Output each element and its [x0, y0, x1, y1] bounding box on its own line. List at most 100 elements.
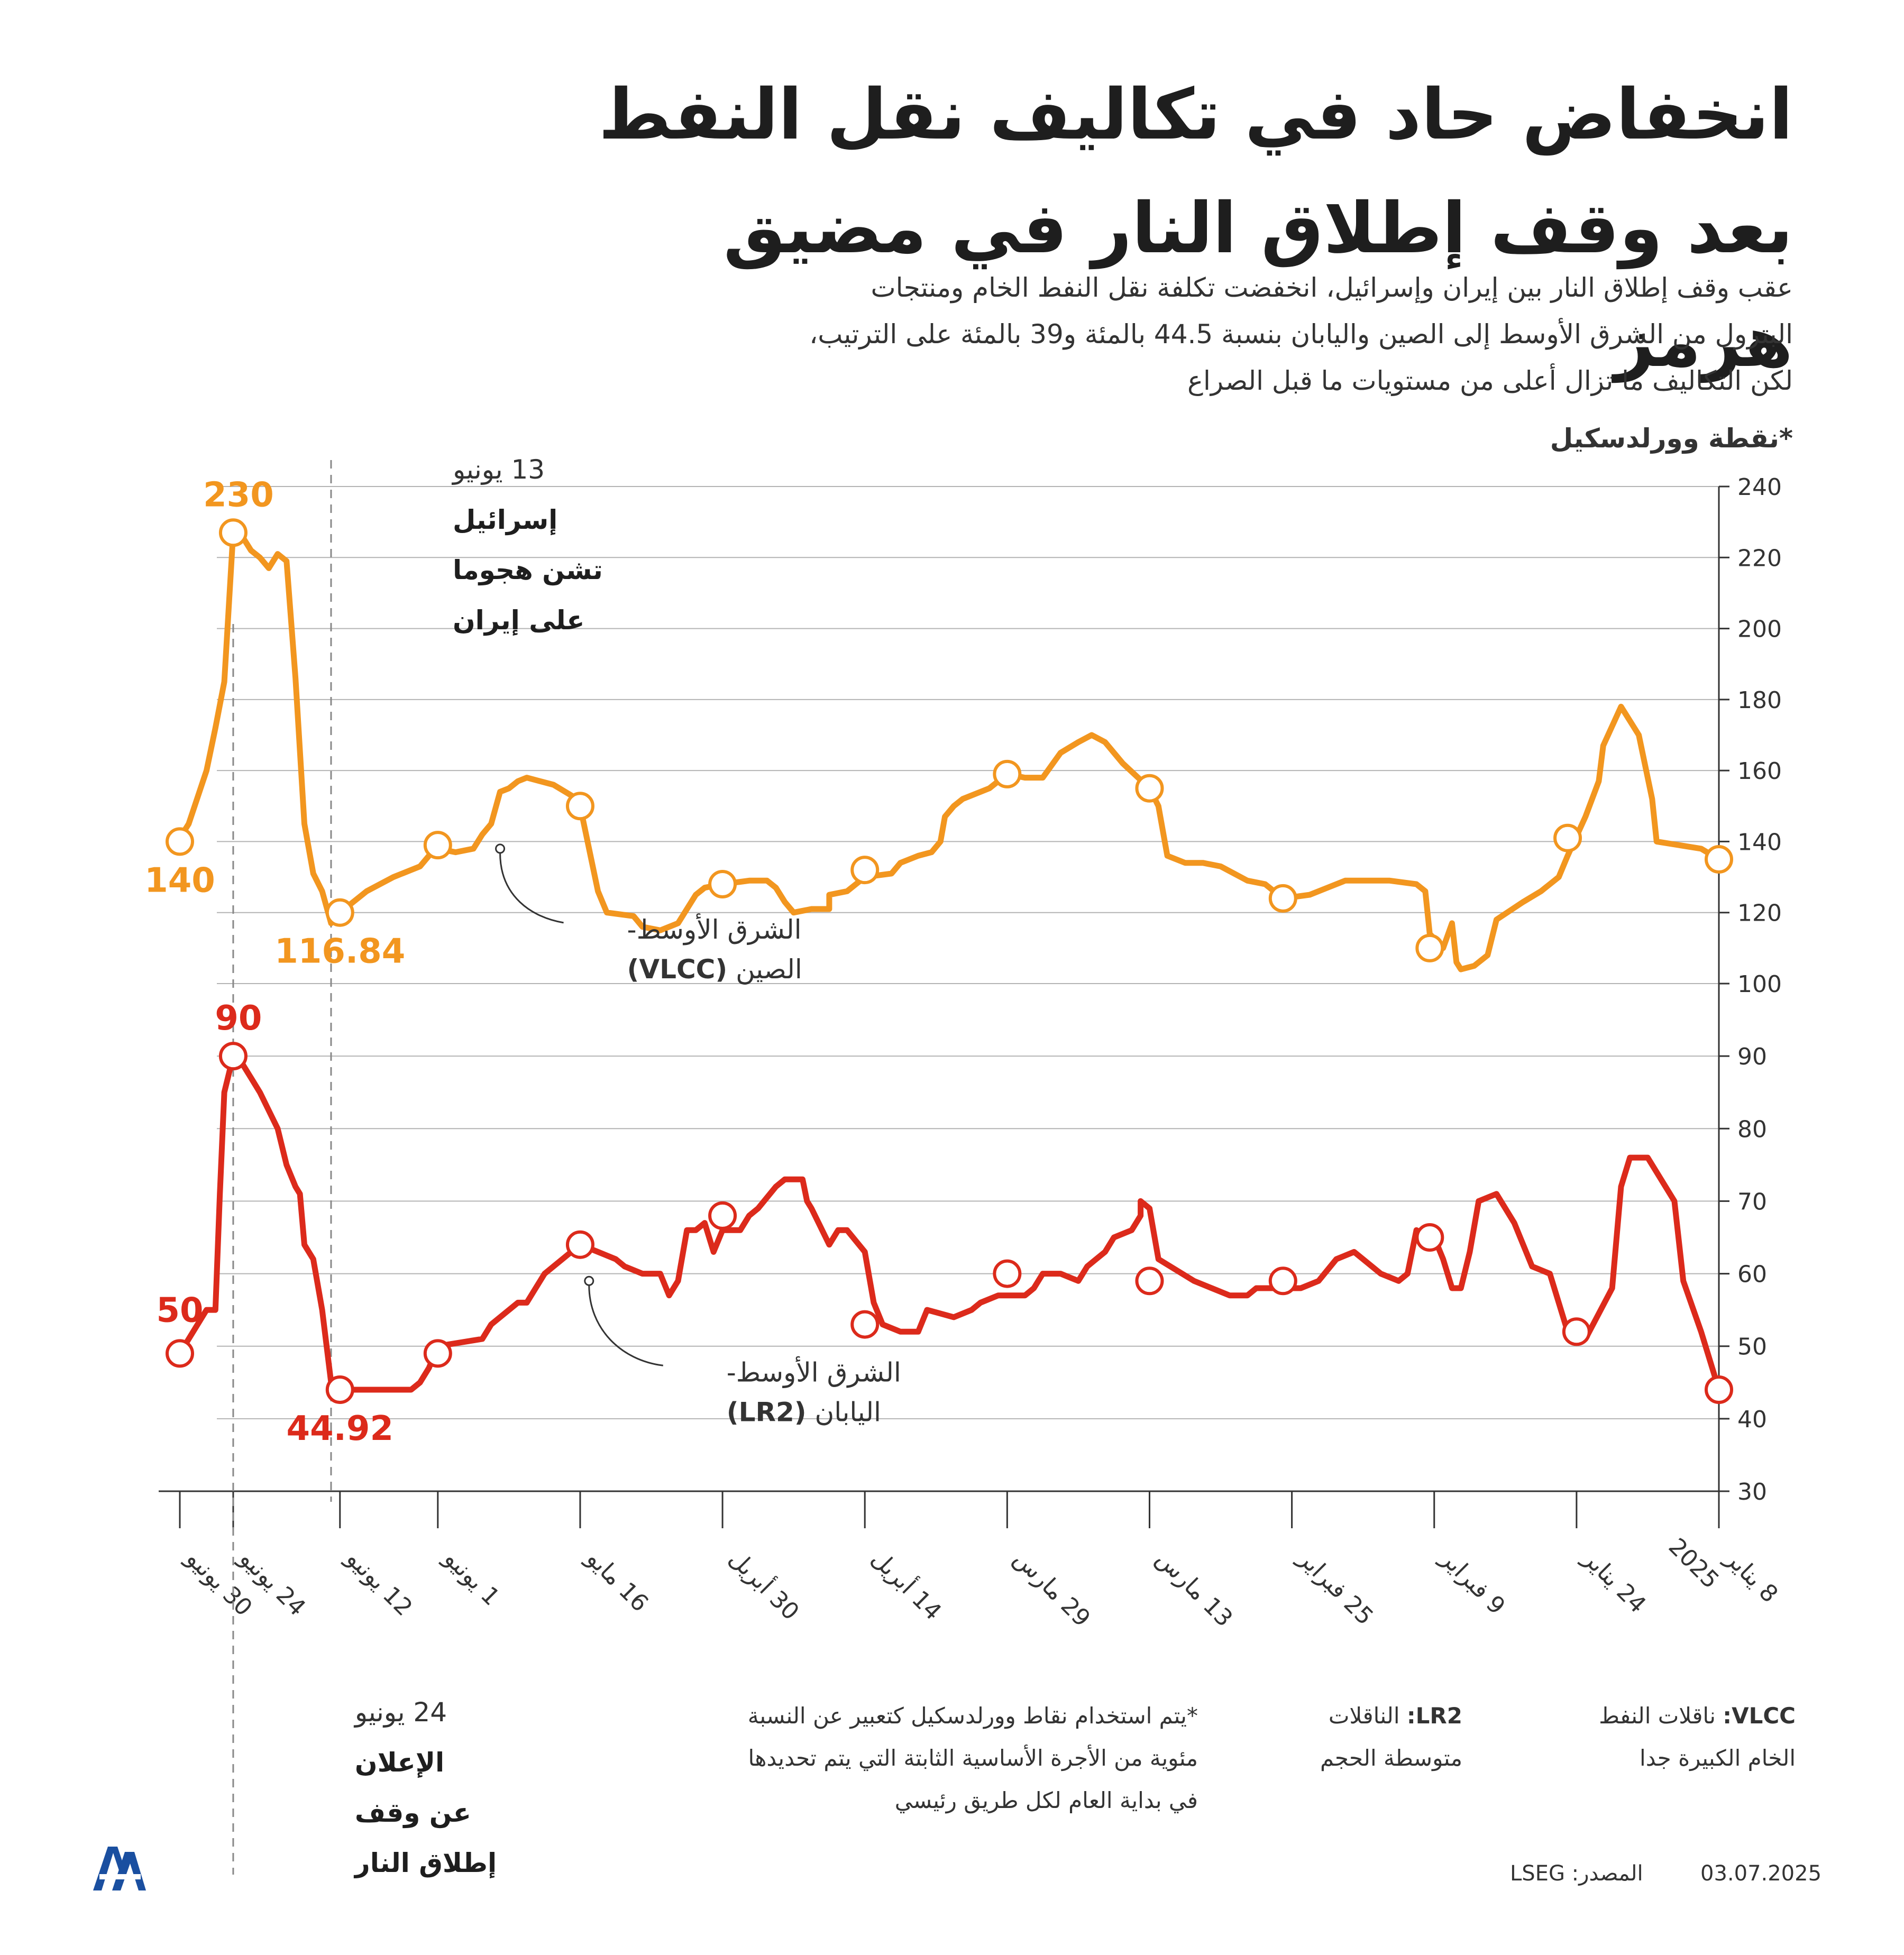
- title-line-2: بعد وقف إطلاق النار في مضيق هرمز: [723, 188, 1793, 383]
- series-name-abbr-0: (VLCC): [627, 954, 728, 985]
- marker-vlcc-10: [325, 898, 354, 927]
- callout-dot-1: [584, 1275, 594, 1286]
- y-tick-label-140: 140: [1737, 829, 1782, 856]
- event-text-1-2: عن وقف: [355, 1797, 471, 1829]
- marker-vlcc-5: [993, 759, 1022, 788]
- marker-lr2-12: [166, 1339, 194, 1368]
- footnote-note-3: في بداية العام لكل طريق رئيسي: [894, 1787, 1198, 1813]
- marker-vlcc-7: [708, 870, 737, 898]
- x-tick-label-5: 30 أبريل: [724, 1544, 805, 1626]
- value-label-lr2-2: 50: [156, 1291, 203, 1330]
- footnote-vlcc-text-2: الخام الكبيرة جدا: [1640, 1745, 1796, 1771]
- subtitle-line-3: لكن التكاليف ما تزال أعلى من مستويات ما …: [1187, 365, 1793, 396]
- marker-vlcc-3: [1268, 884, 1297, 913]
- x-tick-label-group-8: 13 مارس: [1151, 1545, 1238, 1632]
- value-label-vlcc-2: 140: [144, 861, 215, 900]
- series-name-line1-1: الشرق الأوسط-: [727, 1356, 901, 1388]
- footnote-note-1: *يتم استخدام نقاط وورلدسكيل كتعبير عن ال…: [747, 1703, 1198, 1729]
- y-tick-label-100: 100: [1737, 971, 1782, 998]
- marker-vlcc-11: [218, 518, 248, 547]
- chart-title: انخفاض حاد في تكاليف نقل النفط بعد وقف إ…: [524, 58, 1793, 399]
- footnote-vlcc: VLCC: ناقلات النفط الخام الكبيرة جدا: [1599, 1695, 1796, 1779]
- footnote-lr2-abbr: LR2:: [1406, 1703, 1462, 1729]
- event-text-0-2: تشن هجوما: [453, 555, 603, 586]
- marker-lr2-0: [1705, 1375, 1733, 1404]
- unit-label: *نقطة وورلدسكيل: [1550, 423, 1793, 454]
- y-tick-label-160: 160: [1737, 758, 1782, 785]
- subtitle-line-1: عقب وقف إطلاق النار بين إيران وإسرائيل، …: [871, 272, 1793, 303]
- y-tick-label-40: 40: [1737, 1406, 1767, 1433]
- series-line-lr2: [177, 1053, 1722, 1393]
- date-text: 03.07.2025: [1700, 1861, 1822, 1886]
- callout-leader-1: [588, 1285, 663, 1366]
- series-name-abbr-1: (LR2): [727, 1397, 807, 1427]
- grid-layer: [217, 486, 1719, 1419]
- y-tick-label-120: 120: [1737, 900, 1782, 927]
- x-tick-label-group-5: 30 أبريل: [724, 1544, 805, 1626]
- aa-logo: [89, 1840, 147, 1895]
- event-text-0-1: إسرائيل: [453, 504, 557, 536]
- x-tick-sublabel-12: 2025: [1663, 1533, 1724, 1594]
- axis-layer: 30 40 50 60 70 80 90 100 120 140 160 180 200 220 240 30…: [159, 474, 1783, 1632]
- x-tick-label-9: 25 فبراير: [1292, 1544, 1378, 1630]
- x-tick-label-group-10: 9 فبراير: [1435, 1544, 1511, 1620]
- marker-vlcc-2: [1415, 933, 1444, 962]
- marker-vlcc-4: [1135, 774, 1164, 803]
- aa-logo-icon: [93, 1847, 146, 1890]
- marker-lr2-1: [1562, 1317, 1591, 1346]
- x-tick-label-12: 8 يناير: [1719, 1544, 1783, 1608]
- marker-lr2-3: [1268, 1266, 1297, 1296]
- marker-vlcc-9: [423, 831, 452, 860]
- y-tick-label-220: 220: [1737, 545, 1782, 572]
- marker-lr2-4: [1135, 1266, 1164, 1296]
- x-tick-label-group-9: 25 فبراير: [1292, 1544, 1378, 1630]
- x-tick-label-group-11: 24 يناير: [1577, 1544, 1651, 1618]
- y-tick-label-200: 200: [1737, 616, 1782, 643]
- value-label-lr2-1: 44.92: [287, 1409, 393, 1448]
- y-tick-label-70: 70: [1737, 1188, 1767, 1215]
- x-tick-label-4: 16 مايو: [581, 1544, 654, 1617]
- x-tick-label-group-3: 1 يونيو: [438, 1544, 505, 1611]
- x-tick-label-7: 29 مارس: [1009, 1545, 1096, 1632]
- marker-vlcc-0: [1705, 845, 1733, 874]
- callout-leader-0: [499, 852, 564, 924]
- footnote-vlcc-text-1: ناقلات النفط: [1599, 1703, 1716, 1729]
- series-layer: [166, 518, 1733, 1404]
- series-name-line2-0: الصين (VLCC): [627, 954, 802, 985]
- y-tick-label-80: 80: [1737, 1116, 1767, 1143]
- label-layer: 230 116.84 140 الشرق الأوسط- الصين (VLCC) 90 4…: [144, 475, 901, 1448]
- y-tick-label-240: 240: [1737, 474, 1782, 501]
- x-tick-label-11: 24 يناير: [1577, 1544, 1651, 1618]
- x-tick-label-group-6: 14 أبريل: [866, 1544, 948, 1626]
- event-text-1-3: إطلاق النار: [353, 1848, 497, 1879]
- y-tick-label-30: 30: [1737, 1479, 1767, 1506]
- value-label-vlcc-0: 230: [203, 475, 274, 515]
- marker-lr2-5: [993, 1259, 1022, 1288]
- series-name-country-1: اليابان: [807, 1397, 881, 1427]
- event-text-1-1: الإعلان: [355, 1747, 444, 1778]
- marker-lr2-7: [708, 1201, 737, 1230]
- event-layer: 13 يونيو إسرائيل تشن هجوما على إيران 24 يوني…: [232, 454, 603, 1879]
- x-tick-label-group-7: 29 مارس: [1009, 1545, 1096, 1632]
- x-tick-label-2: 12 يونيو: [341, 1544, 418, 1621]
- marker-vlcc-8: [565, 792, 594, 821]
- footnote-lr2-text-1: الناقلات: [1328, 1703, 1400, 1729]
- y-tick-label-60: 60: [1737, 1261, 1767, 1288]
- title-line-1: انخفاض حاد في تكاليف نقل النفط: [598, 74, 1793, 155]
- series-name-country-0: الصين: [727, 954, 802, 985]
- x-tick-label-group-4: 16 مايو: [581, 1544, 654, 1617]
- event-text-0-3: على إيران: [453, 605, 584, 636]
- footnote-note-2: مئوية من الأجرة الأساسية الثابتة التي يت…: [748, 1745, 1198, 1771]
- chart-subtitle: عقب وقف إطلاق النار بين إيران وإسرائيل، …: [524, 264, 1793, 404]
- marker-lr2-6: [850, 1310, 880, 1339]
- marker-vlcc-6: [850, 856, 880, 885]
- y-tick-label-180: 180: [1737, 687, 1782, 714]
- footnote-points: *يتم استخدام نقاط وورلدسكيل كتعبير عن ال…: [748, 1695, 1198, 1822]
- marker-lr2-10: [325, 1375, 354, 1404]
- x-tick-label-10: 9 فبراير: [1435, 1544, 1511, 1620]
- series-name-line1-0: الشرق الأوسط-: [627, 913, 802, 946]
- event-date-1: 24 يونيو: [353, 1697, 447, 1728]
- footnote-vlcc-abbr: VLCC:: [1723, 1703, 1796, 1729]
- value-label-vlcc-1: 116.84: [274, 932, 405, 971]
